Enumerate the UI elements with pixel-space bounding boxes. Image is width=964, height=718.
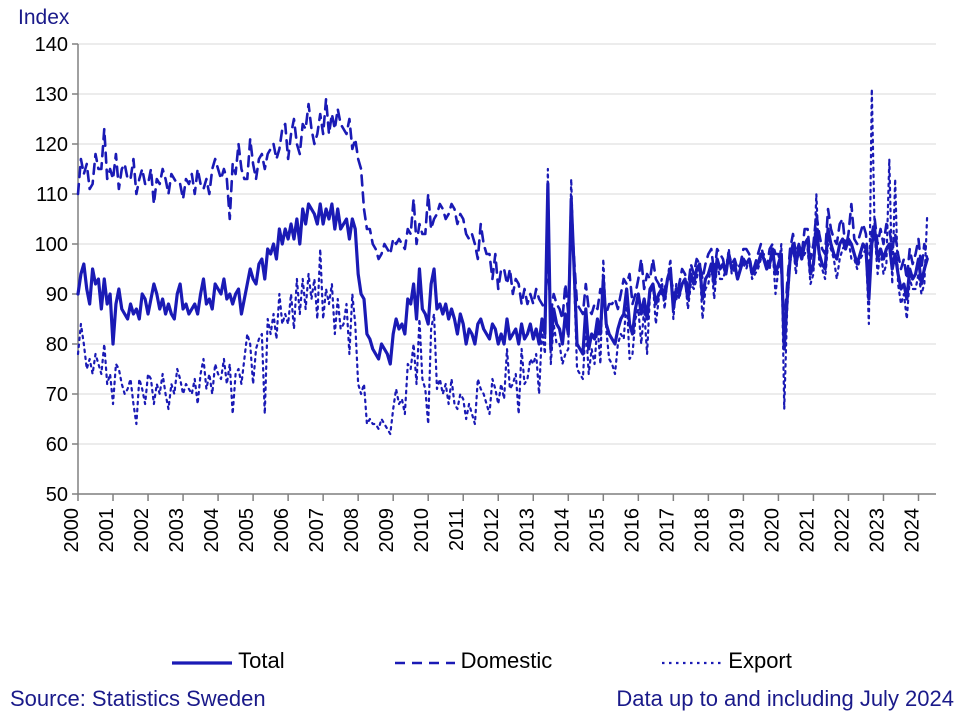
svg-text:110: 110 — [36, 184, 68, 206]
legend-item-domestic: Domestic — [395, 648, 553, 674]
svg-text:2021: 2021 — [796, 508, 818, 553]
svg-text:2022: 2022 — [831, 508, 853, 553]
svg-text:100: 100 — [35, 234, 68, 256]
svg-text:120: 120 — [35, 134, 68, 156]
source-text: Source: Statistics Sweden — [10, 686, 266, 712]
svg-text:2023: 2023 — [866, 508, 888, 553]
svg-text:2011: 2011 — [446, 508, 468, 551]
legend-swatch-dash — [395, 652, 455, 670]
svg-text:2004: 2004 — [201, 508, 223, 553]
svg-text:60: 60 — [46, 434, 68, 456]
svg-text:2019: 2019 — [726, 508, 748, 553]
svg-text:90: 90 — [46, 284, 68, 306]
svg-text:140: 140 — [35, 34, 68, 56]
legend-item-total: Total — [172, 648, 284, 674]
svg-text:2017: 2017 — [656, 508, 678, 553]
svg-text:2009: 2009 — [376, 508, 398, 553]
svg-text:2000: 2000 — [61, 508, 83, 553]
svg-text:2018: 2018 — [691, 508, 713, 553]
svg-text:2003: 2003 — [166, 508, 188, 553]
svg-text:2016: 2016 — [621, 508, 643, 553]
svg-text:2008: 2008 — [341, 508, 363, 553]
svg-text:80: 80 — [46, 334, 68, 356]
svg-text:2010: 2010 — [411, 508, 433, 553]
svg-text:50: 50 — [46, 484, 68, 506]
svg-text:2012: 2012 — [481, 508, 503, 553]
svg-text:130: 130 — [35, 84, 68, 106]
chart-footer: Source: Statistics Sweden Data up to and… — [10, 686, 954, 712]
data-note: Data up to and including July 2024 — [616, 686, 954, 712]
legend-label: Domestic — [461, 648, 553, 674]
svg-text:2013: 2013 — [516, 508, 538, 553]
svg-text:2001: 2001 — [96, 508, 118, 553]
legend-item-export: Export — [662, 648, 792, 674]
legend-swatch-solid — [172, 652, 232, 670]
svg-text:2007: 2007 — [306, 508, 328, 553]
legend: Total Domestic Export — [0, 648, 964, 674]
svg-text:2006: 2006 — [271, 508, 293, 553]
svg-text:2014: 2014 — [551, 508, 573, 553]
y-axis-label: Index — [18, 6, 69, 30]
svg-text:2024: 2024 — [901, 508, 923, 553]
legend-label: Export — [728, 648, 792, 674]
legend-label: Total — [238, 648, 284, 674]
svg-text:70: 70 — [46, 384, 68, 406]
svg-text:2015: 2015 — [586, 508, 608, 553]
svg-text:2020: 2020 — [761, 508, 783, 553]
svg-text:2002: 2002 — [131, 508, 153, 553]
svg-text:2005: 2005 — [236, 508, 258, 553]
line-chart: 50 60 70 80 90 100 110 120 130 140 2000 2001 2002 200… — [18, 34, 946, 594]
legend-swatch-dot — [662, 652, 722, 670]
